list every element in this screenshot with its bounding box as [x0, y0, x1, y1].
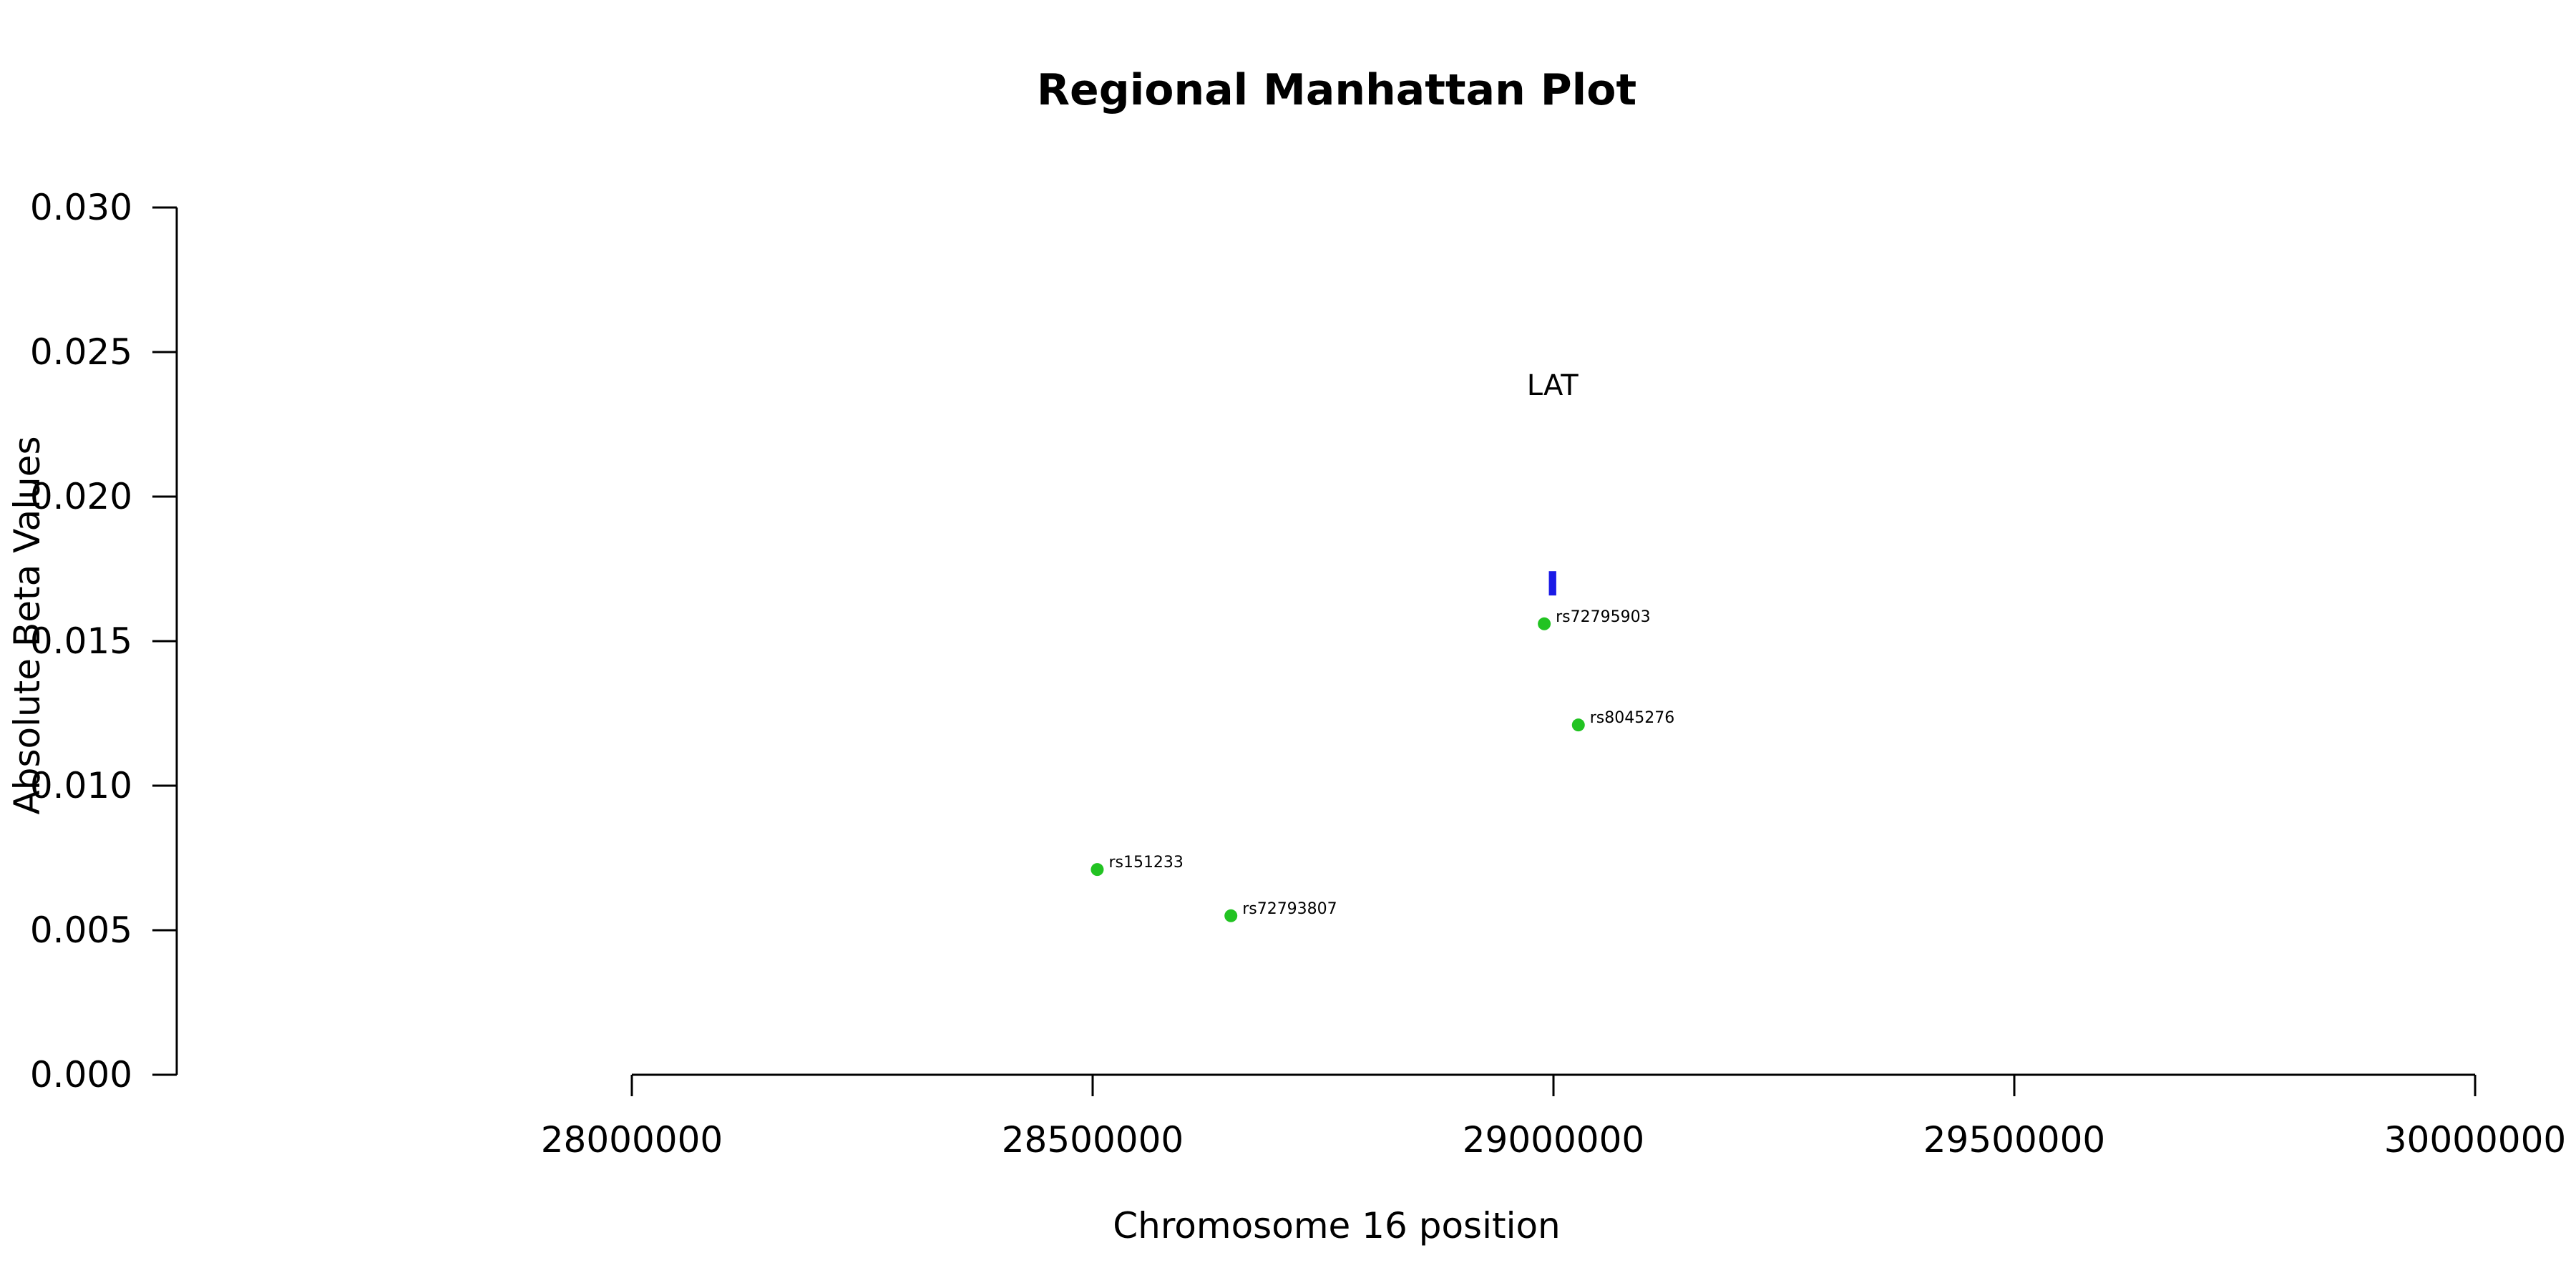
snp-points: rs151233 rs72793807 rs72795903 rs8045276	[1091, 608, 1674, 922]
snp-label: rs72793807	[1242, 900, 1337, 918]
y-tick-label: 0.025	[30, 331, 132, 373]
x-axis-label: Chromosome 16 position	[1113, 1205, 1561, 1246]
snp-label: rs8045276	[1590, 709, 1675, 727]
snp-label: rs151233	[1108, 854, 1184, 872]
x-tick-label: 29500000	[1923, 1119, 2106, 1161]
x-tick-label: 28500000	[1002, 1119, 1184, 1161]
y-axis: 0.000 0.005 0.010 0.015 0.020 0.025 0.030	[30, 187, 178, 1096]
x-tick-label: 30000000	[2384, 1119, 2567, 1161]
gene-track: LAT	[1527, 369, 1579, 596]
y-tick-label: 0.015	[30, 620, 132, 662]
x-tick-label: 29000000	[1463, 1119, 1645, 1161]
snp-label: rs72795903	[1556, 608, 1650, 626]
x-axis: 28000000 28500000 29000000 29500000 30000000	[541, 1073, 2567, 1161]
y-tick-label: 0.000	[30, 1054, 132, 1096]
snp-point	[1538, 617, 1551, 630]
y-tick-label: 0.005	[30, 909, 132, 951]
gene-label: LAT	[1527, 369, 1579, 402]
snp-point	[1571, 718, 1585, 732]
y-tick-label: 0.020	[30, 476, 132, 517]
snp-point	[1091, 863, 1104, 877]
chart-title: Regional Manhattan Plot	[1037, 65, 1636, 115]
x-tick-label: 28000000	[541, 1119, 723, 1161]
gene-marker	[1548, 571, 1556, 596]
y-tick-label: 0.010	[30, 765, 132, 806]
y-axis-label: Absolute Beta Values	[6, 436, 48, 815]
snp-point	[1224, 909, 1238, 922]
y-tick-label: 0.030	[30, 187, 132, 228]
